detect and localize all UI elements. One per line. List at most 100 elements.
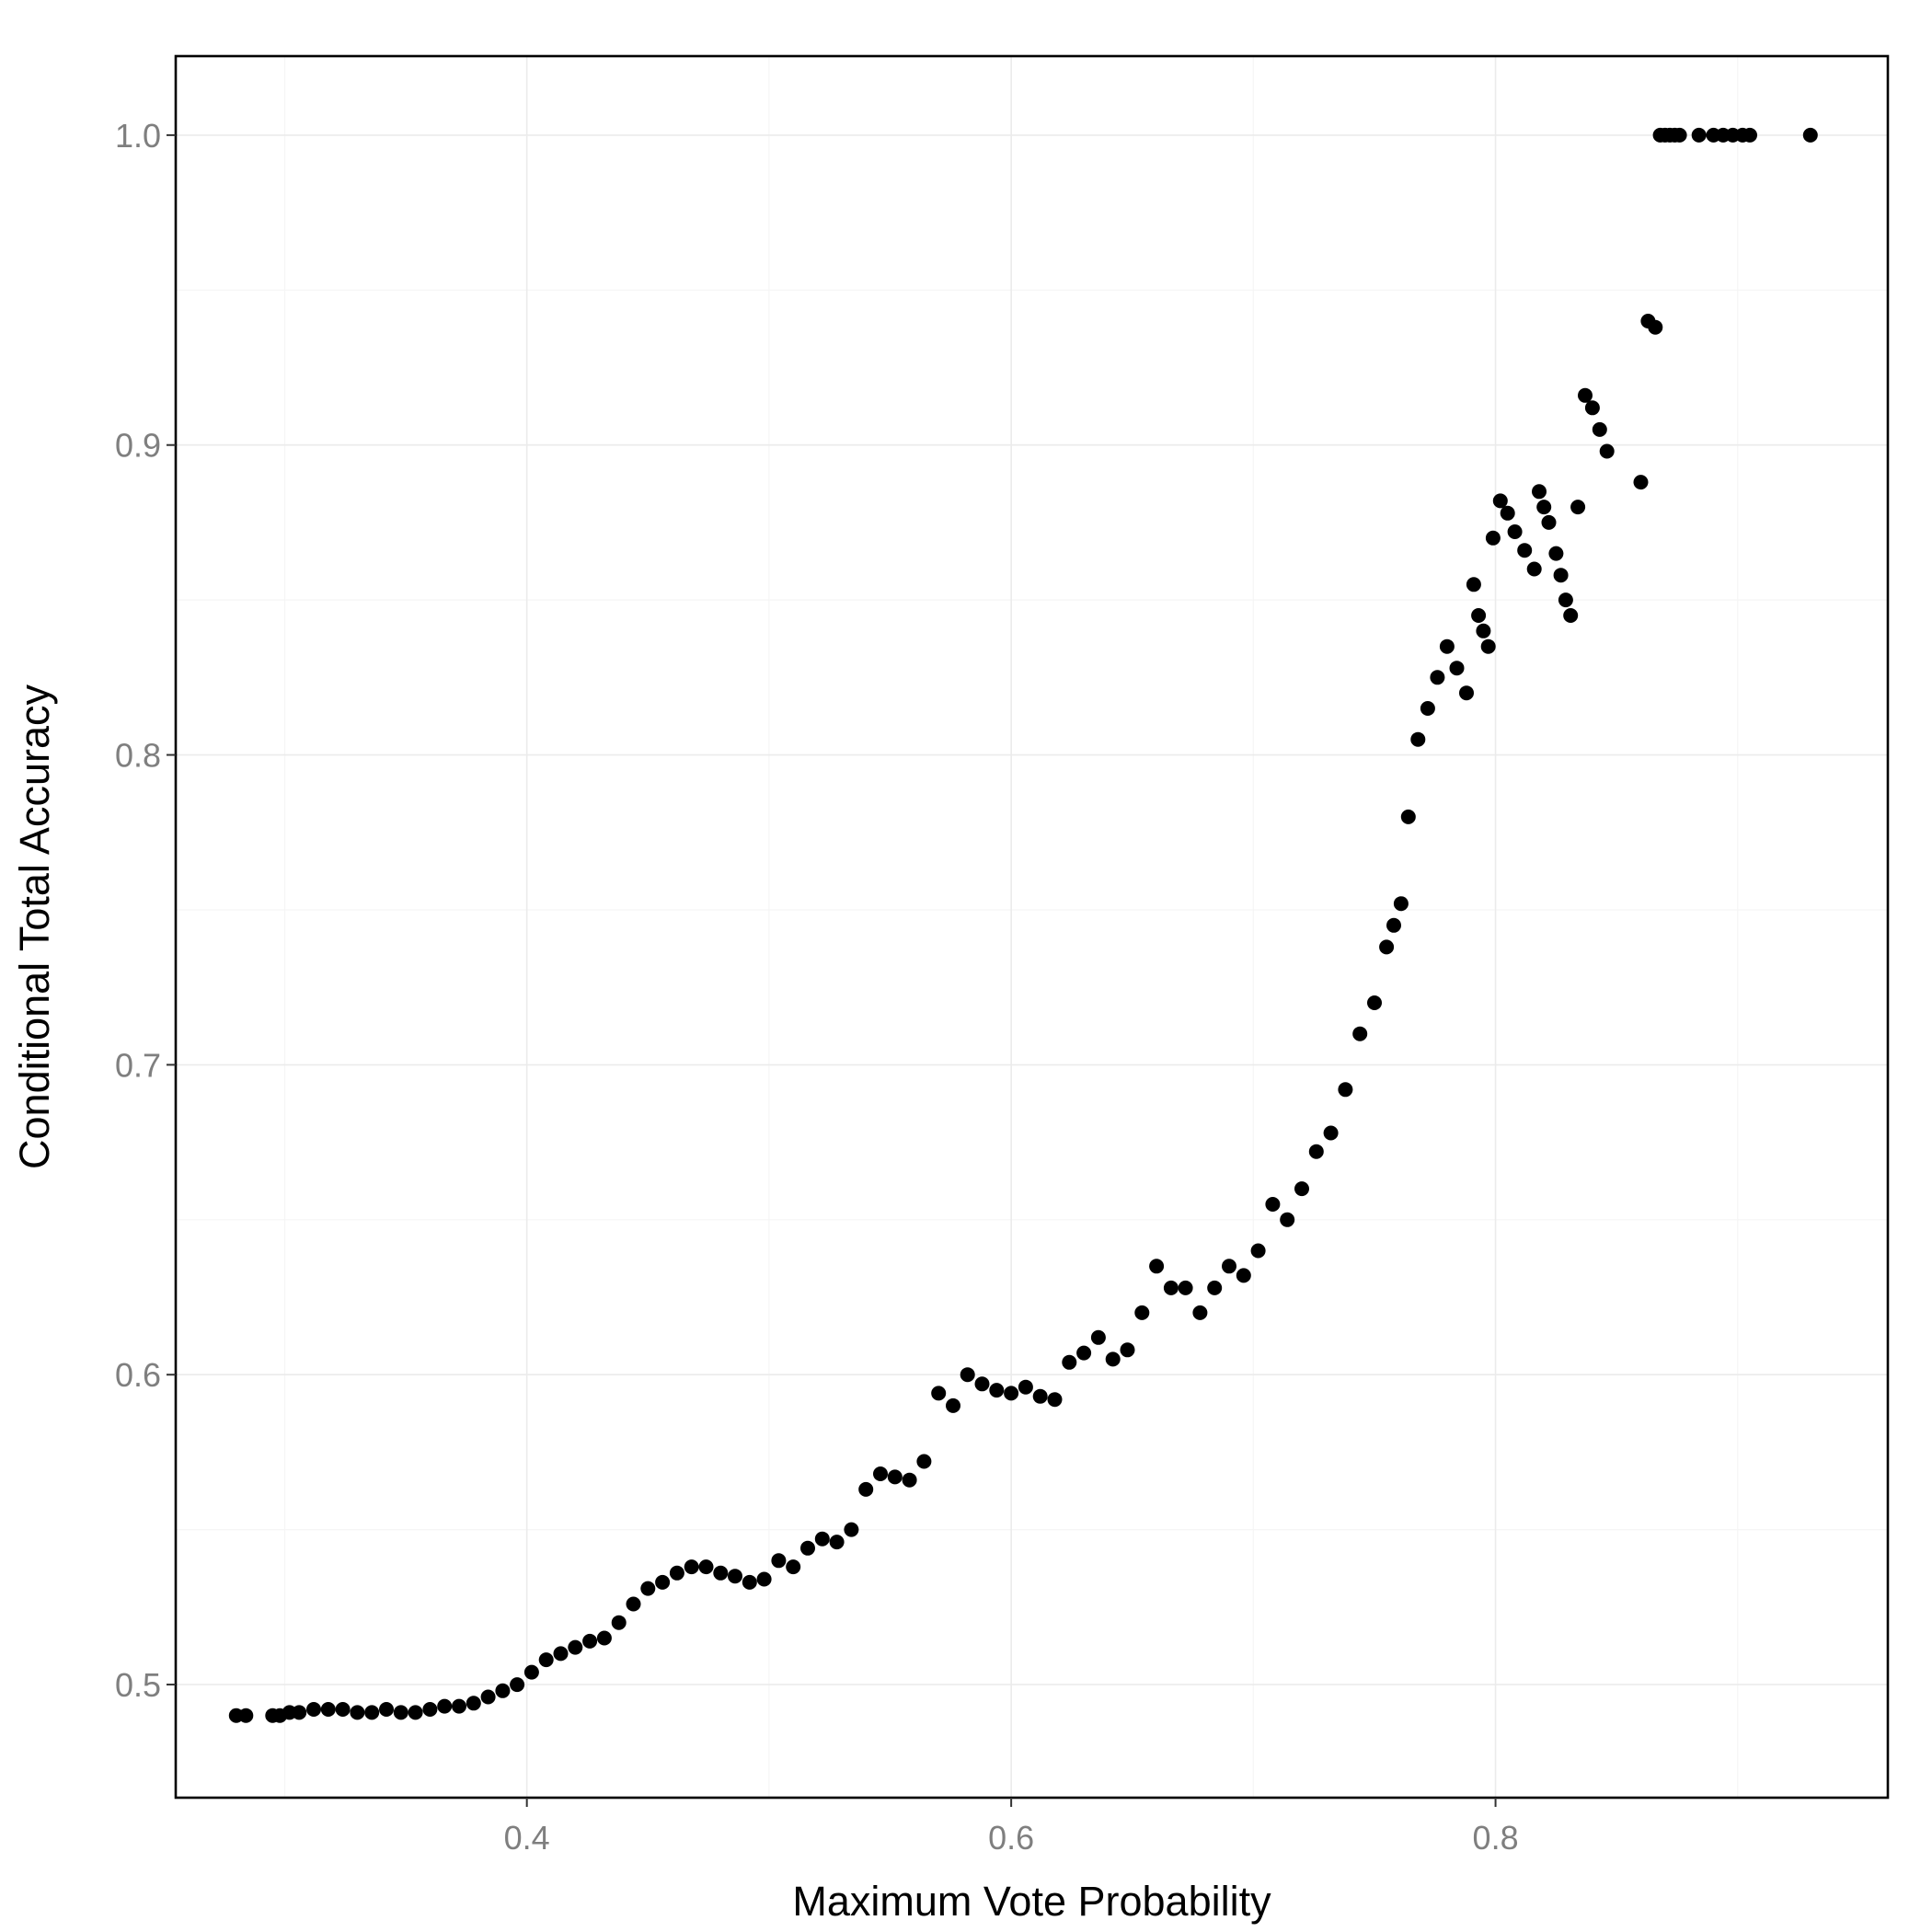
y-tick-label: 0.9 <box>115 427 161 465</box>
data-point <box>873 1466 888 1481</box>
data-point <box>1459 685 1474 701</box>
data-point <box>1420 701 1435 716</box>
axis-tick-labels: 0.4 0.6 0.8 0.5 0.6 0.7 0.8 0.9 1.0 <box>115 117 1519 1857</box>
x-axis-title: Maximum Vote Probability <box>792 1878 1271 1925</box>
data-point <box>1207 1280 1223 1295</box>
data-point <box>1802 127 1818 143</box>
data-point <box>306 1702 321 1717</box>
data-point <box>1352 1026 1368 1041</box>
data-point <box>1558 592 1573 608</box>
data-point <box>1280 1212 1295 1227</box>
data-point <box>655 1574 671 1590</box>
data-point <box>1134 1305 1150 1320</box>
data-point <box>1691 127 1707 143</box>
data-point <box>393 1705 408 1720</box>
data-point <box>1386 917 1401 933</box>
y-tick-label: 0.6 <box>115 1356 161 1394</box>
data-point <box>1476 623 1491 638</box>
data-point <box>238 1708 254 1723</box>
y-tick-label: 1.0 <box>115 117 161 155</box>
data-point <box>1500 505 1515 521</box>
data-point <box>1492 493 1508 509</box>
data-point <box>771 1553 787 1569</box>
data-point <box>1536 500 1552 515</box>
data-point <box>1090 1329 1106 1345</box>
data-point <box>452 1698 466 1714</box>
grid-lines <box>176 56 1888 1798</box>
data-point <box>1120 1342 1135 1358</box>
data-point <box>466 1696 481 1711</box>
data-point <box>1553 568 1569 583</box>
data-point <box>844 1522 859 1537</box>
data-point <box>1410 731 1426 747</box>
data-point <box>1076 1345 1092 1361</box>
data-point <box>1236 1268 1251 1283</box>
data-point <box>1163 1280 1179 1295</box>
data-point <box>510 1677 525 1693</box>
data-point <box>713 1565 729 1581</box>
data-point <box>1192 1305 1208 1320</box>
data-point <box>1517 543 1533 558</box>
data-point <box>1149 1259 1165 1274</box>
data-point <box>1323 1125 1339 1141</box>
data-point <box>626 1596 641 1612</box>
data-point <box>480 1689 496 1705</box>
data-point <box>1578 387 1593 403</box>
data-point <box>800 1540 815 1556</box>
data-point <box>887 1469 903 1485</box>
data-point <box>1742 127 1757 143</box>
data-point <box>495 1683 511 1698</box>
y-axis-title: Conditional Total Accuracy <box>11 684 58 1169</box>
y-tick-label: 0.8 <box>115 737 161 775</box>
data-point <box>1250 1243 1266 1259</box>
data-point <box>1526 561 1542 577</box>
data-point <box>292 1705 307 1720</box>
x-tick-label: 0.4 <box>504 1819 550 1857</box>
data-point <box>523 1664 539 1680</box>
data-point <box>422 1702 438 1717</box>
x-tick-label: 0.8 <box>1473 1819 1519 1857</box>
data-point <box>1379 939 1395 955</box>
data-point <box>1062 1354 1077 1370</box>
data-point <box>858 1481 874 1497</box>
data-point <box>350 1705 365 1720</box>
data-point <box>1018 1379 1033 1395</box>
data-point <box>931 1386 947 1401</box>
data-point <box>960 1367 975 1383</box>
y-tick-label: 0.5 <box>115 1666 161 1704</box>
data-point <box>1338 1082 1353 1098</box>
data-point <box>1563 608 1579 623</box>
data-point <box>596 1630 612 1646</box>
data-point <box>1430 670 1445 685</box>
data-point <box>1400 809 1416 824</box>
data-point <box>437 1698 453 1714</box>
plot-panel-border <box>174 54 1890 1800</box>
data-point <box>916 1454 932 1469</box>
data-point <box>1032 1388 1048 1404</box>
data-point <box>728 1569 742 1584</box>
data-point <box>1471 608 1487 623</box>
data-point <box>1592 421 1607 437</box>
data-point <box>756 1571 772 1587</box>
data-point <box>1633 475 1649 490</box>
data-point <box>829 1535 845 1550</box>
data-point <box>786 1559 801 1575</box>
data-point <box>538 1652 554 1668</box>
data-point <box>742 1574 757 1590</box>
data-point <box>1507 524 1523 539</box>
data-point <box>989 1383 1005 1398</box>
data-point <box>1105 1351 1121 1367</box>
data-point <box>611 1615 627 1630</box>
data-point <box>1047 1392 1063 1408</box>
data-point <box>974 1376 990 1392</box>
data-point <box>1672 127 1687 143</box>
data-point <box>1548 546 1564 561</box>
data-point <box>1004 1386 1019 1401</box>
data-point <box>1485 530 1501 546</box>
data-point <box>1584 400 1600 416</box>
data-point <box>320 1702 336 1717</box>
data-point <box>814 1531 830 1547</box>
data-point <box>1570 500 1586 515</box>
data-point <box>379 1702 394 1717</box>
